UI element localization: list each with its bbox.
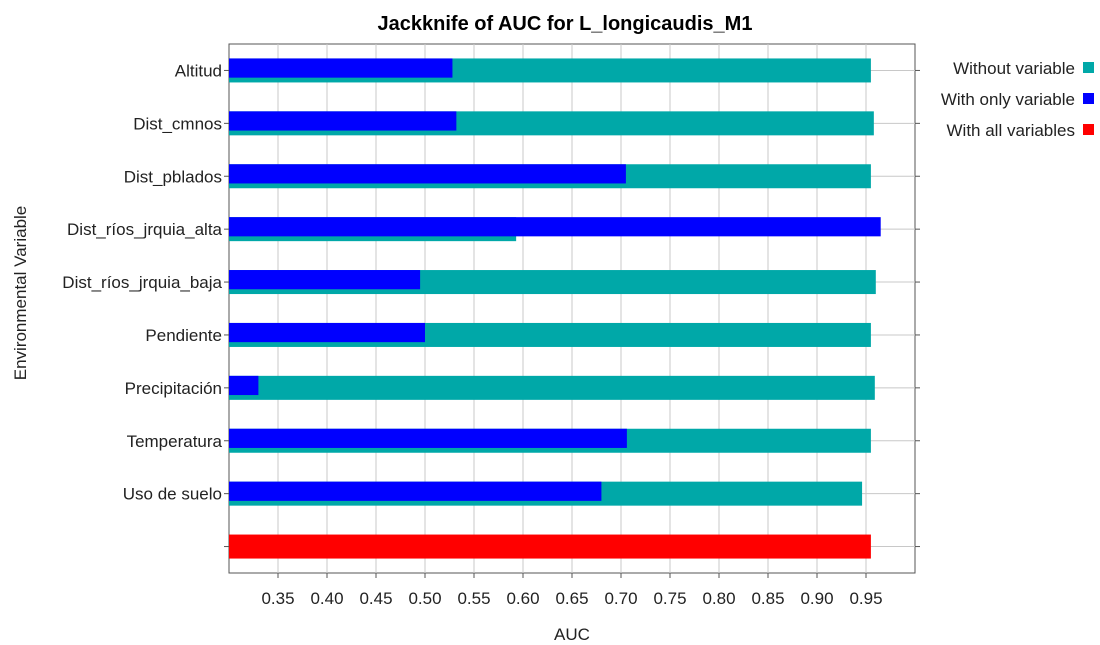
bar-with-only-variable <box>229 481 602 501</box>
bar-with-all-variables <box>229 534 871 559</box>
x-tick-label: 0.50 <box>408 589 441 608</box>
legend-swatch <box>1083 93 1094 104</box>
x-tick-label: 0.75 <box>653 589 686 608</box>
plot-area: 0.35 0.40 0.45 0.50 0.55 0.60 0.65 0.70 0.75 0.80… <box>62 43 920 608</box>
legend-label: With all variables <box>947 121 1076 140</box>
bar-with-only-variable <box>229 322 425 343</box>
legend: Without variable With only variable With a… <box>941 59 1094 140</box>
x-tick-label: 0.85 <box>751 589 784 608</box>
y-tick-label: Dist_ríos_jrquia_baja <box>62 273 222 292</box>
legend-swatch <box>1083 62 1094 73</box>
y-tick-label: Dist_ríos_jrquia_alta <box>67 220 223 239</box>
x-axis-label: AUC <box>554 625 590 644</box>
bar-with-only-variable <box>229 375 259 396</box>
y-tick-label: Pendiente <box>145 326 222 345</box>
bar-with-only-variable <box>229 270 421 290</box>
x-tick-label: 0.40 <box>310 589 343 608</box>
y-tick-label: Altitud <box>175 61 222 80</box>
bar-with-only-variable <box>229 58 453 78</box>
chart-title: Jackknife of AUC for L_longicaudis_M1 <box>378 13 753 35</box>
bar-with-only-variable <box>229 217 881 237</box>
y-tick-label: Dist_cmnos <box>133 114 222 133</box>
y-tick-label: Temperatura <box>127 432 223 451</box>
x-tick-label: 0.60 <box>506 589 539 608</box>
x-tick-label: 0.70 <box>604 589 637 608</box>
y-tick-label: Dist_pblados <box>124 167 222 186</box>
x-tick-label: 0.90 <box>800 589 833 608</box>
bar-with-only-variable <box>229 111 457 131</box>
legend-label: With only variable <box>941 90 1075 109</box>
y-axis-label: Environmental Variable <box>11 206 30 381</box>
x-tick-label: 0.35 <box>261 589 294 608</box>
x-tick-label: 0.65 <box>555 589 588 608</box>
legend-swatch <box>1083 124 1094 135</box>
x-tick-label: 0.45 <box>359 589 392 608</box>
bar-without-variable <box>229 375 875 400</box>
y-tick-label: Precipitación <box>125 379 222 398</box>
x-tick-label: 0.95 <box>849 589 882 608</box>
legend-label: Without variable <box>953 59 1075 78</box>
bar-with-only-variable <box>229 164 626 184</box>
y-tick-label: Uso de suelo <box>123 485 222 504</box>
x-tick-label: 0.55 <box>457 589 490 608</box>
bar-with-only-variable <box>229 428 627 448</box>
x-tick-label: 0.80 <box>702 589 735 608</box>
